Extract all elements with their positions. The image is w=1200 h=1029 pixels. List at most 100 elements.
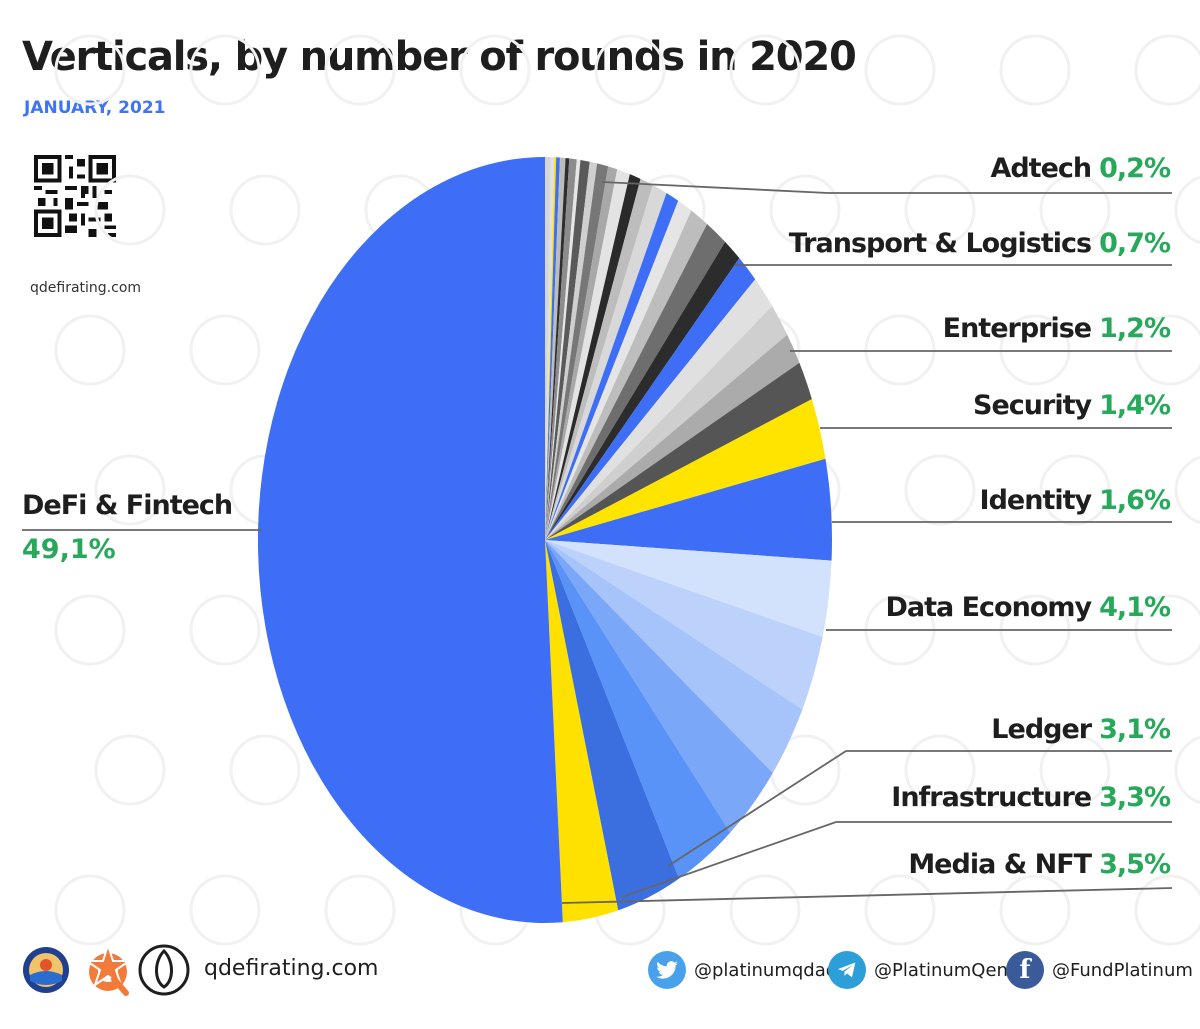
slice-label-value: 4,1% — [1099, 592, 1171, 623]
star-q-logo-icon — [83, 941, 133, 996]
pie-slice-7 — [545, 159, 581, 540]
slice-label-name: Security — [973, 390, 1092, 421]
watermark-logo-icon — [324, 874, 396, 946]
watermark-logo-icon — [1134, 874, 1200, 946]
footer-website-link[interactable]: qdefirating.com — [204, 956, 379, 981]
watermark-logo-icon — [54, 874, 126, 946]
pie-slice-9 — [545, 161, 598, 540]
pie-slice-19 — [545, 223, 726, 540]
slice-label-name: Transport & Logistics — [788, 228, 1092, 259]
watermark-logo-icon — [769, 174, 841, 246]
watermark-logo-icon — [54, 314, 126, 386]
slice-label-media-nft: Media & NFT 3,5% — [908, 849, 1171, 880]
slice-label-value: 1,2% — [1099, 313, 1171, 344]
pie-slice-0 — [545, 156, 551, 540]
watermark-logo-icon — [864, 874, 936, 946]
slice-label-value: 0,2% — [1099, 153, 1171, 184]
slice-label-transport: Transport & Logistics 0,7% — [788, 228, 1171, 259]
pie-slice-12 — [545, 169, 630, 540]
slice-label-name: Ledger — [991, 714, 1092, 745]
watermark-logo-icon — [1039, 454, 1111, 526]
leader-line-infrastructure — [621, 821, 1172, 898]
pie-slice-14 — [545, 178, 653, 540]
leader-line-media-nft — [561, 887, 1173, 904]
telegram-handle: @PlatinumQeng — [874, 959, 1020, 981]
slice-label-name: Enterprise — [942, 313, 1092, 344]
slice-label-data-economy: Data Economy 4,1% — [885, 592, 1171, 623]
qr-code-label: qdefirating.com — [30, 280, 142, 296]
watermark-logo-icon — [1039, 174, 1111, 246]
slice-label-name: Media & NFT — [908, 849, 1092, 880]
pie-slice-28 — [545, 540, 832, 638]
watermark-logo-icon — [229, 734, 301, 806]
pie-slice-27 — [545, 458, 832, 561]
pie-slice-4 — [545, 157, 566, 540]
pie-slice-3 — [545, 157, 560, 541]
watermark-logo-icon — [999, 874, 1071, 946]
pie-slice-11 — [545, 166, 618, 540]
watermark-logo-icon — [94, 174, 166, 246]
pie-slice-35 — [257, 156, 563, 924]
facebook-link[interactable]: f @FundPlatinum — [1006, 946, 1193, 994]
watermark-logo-icon — [229, 174, 301, 246]
pie-slice-16 — [545, 193, 679, 540]
watermark-logo-icon — [1134, 34, 1200, 106]
pie-slice-17 — [545, 200, 692, 540]
chart-subtitle: JANUARY, 2021 — [24, 98, 166, 118]
pie-slice-23 — [545, 305, 788, 540]
slice-label-adtech: Adtech 0,2% — [990, 153, 1171, 184]
watermark-logo-icon — [54, 34, 126, 106]
watermark-logo-icon — [1174, 455, 1200, 525]
pie-slice-30 — [545, 540, 803, 774]
pie-slice-13 — [545, 174, 641, 540]
watermark-logo-icon — [904, 454, 976, 526]
pie-slice-22 — [545, 279, 773, 540]
pie-slices — [257, 156, 832, 924]
leader-line-ledger — [667, 750, 1172, 867]
pie-slice-25 — [545, 362, 812, 540]
pie-slice-5 — [545, 157, 570, 541]
pie-slice-24 — [545, 334, 800, 540]
slice-label-security: Security 1,4% — [973, 390, 1171, 421]
watermark-logo-icon — [189, 594, 261, 666]
slice-label-value: 3,1% — [1099, 714, 1171, 745]
pie-slice-15 — [545, 185, 667, 540]
pie-slice-31 — [545, 540, 773, 833]
leader-line-adtech — [601, 181, 1172, 194]
watermark-logo-icon — [729, 34, 801, 106]
pie-slice-29 — [545, 540, 823, 710]
slice-label-value: 1,6% — [1099, 485, 1171, 516]
slice-label-name: Identity — [979, 485, 1093, 516]
twitter-handle: @platinumqdao — [694, 959, 837, 981]
telegram-icon — [828, 951, 866, 989]
qr-code-icon[interactable] — [34, 155, 116, 237]
chart-title: Verticals, by number of rounds in 2020 — [22, 34, 857, 80]
watermark-logo-icon — [54, 594, 126, 666]
watermark-logo-icon — [94, 734, 166, 806]
pie-slice-18 — [545, 210, 708, 540]
slice-label-defi-value: 49,1% — [22, 534, 116, 565]
watermark-logo-icon — [1039, 734, 1111, 806]
watermark-logo-icon — [189, 314, 261, 386]
noah-ark-badge-icon — [23, 947, 69, 993]
pie-slice-33 — [545, 540, 680, 911]
watermark-logo-icon — [999, 314, 1071, 386]
slice-label-value: 3,5% — [1099, 849, 1171, 880]
slice-label-value: 3,3% — [1099, 782, 1171, 813]
telegram-link[interactable]: @PlatinumQeng — [828, 946, 1019, 994]
twitter-icon — [648, 951, 686, 989]
watermark-logo-icon — [594, 34, 666, 106]
slice-label-infrastructure: Infrastructure 3,3% — [891, 782, 1171, 813]
watermark-logo-icon — [1134, 314, 1200, 386]
watermark-logo-icon — [324, 34, 396, 106]
watermark-logo-icon — [904, 734, 976, 806]
facebook-icon: f — [1006, 951, 1044, 989]
slice-label-value: 1,4% — [1099, 390, 1171, 421]
twitter-link[interactable]: @platinumqdao — [648, 946, 837, 994]
pie-slice-34 — [545, 540, 619, 923]
watermark-logo-icon — [729, 874, 801, 946]
footer-logos — [23, 941, 190, 996]
slice-label-name: Infrastructure — [891, 782, 1092, 813]
slice-label-enterprise: Enterprise 1,2% — [942, 313, 1171, 344]
slice-label-name: Data Economy — [885, 592, 1092, 623]
